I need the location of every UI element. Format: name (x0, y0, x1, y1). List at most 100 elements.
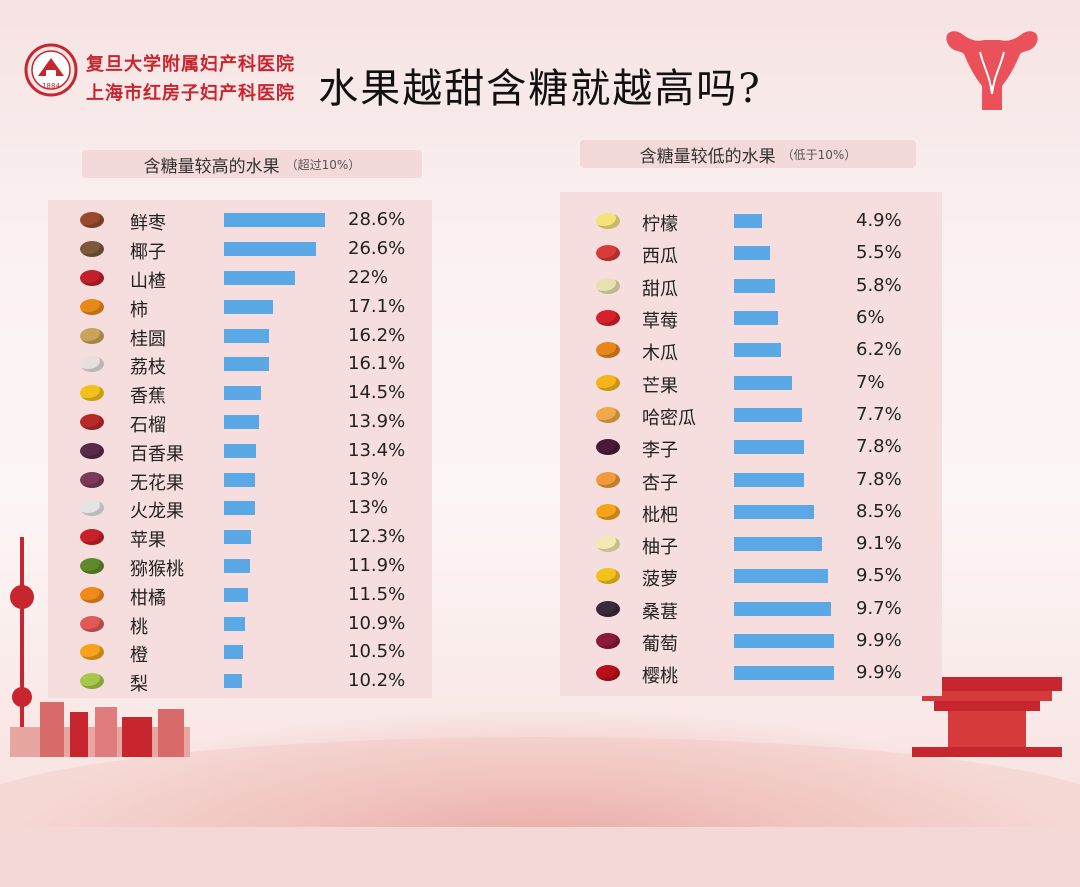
sugar-bar (734, 440, 804, 455)
fruit-name: 西瓜 (642, 246, 678, 268)
chart-row: 梨 10.2% (48, 667, 432, 696)
low-sugar-chart: 柠檬 4.9% 西瓜 5.5% 甜瓜 5.8% 草莓 6% 木瓜 6.2% 芒果 7% 哈密瓜 7.7% 李… (560, 205, 942, 689)
fruit-name: 桑葚 (642, 601, 678, 623)
longan-icon (80, 327, 104, 344)
sugar-value-label: 7.8% (856, 468, 902, 490)
sugar-bar (224, 645, 244, 660)
sugar-value-label: 13.4% (348, 439, 406, 461)
uterus-icon (946, 31, 1038, 111)
sugar-bar (734, 278, 775, 293)
coconut-icon (80, 241, 104, 258)
sugar-value-label: 13.9% (348, 410, 406, 432)
sugar-value-label: 9.9% (856, 630, 902, 651)
chart-row: 枇杷 8.5% (560, 496, 942, 528)
sugar-value-label: 9.5% (856, 565, 902, 587)
fruit-name: 火龙果 (130, 501, 184, 523)
fruit-name: 石榴 (130, 414, 166, 436)
sugar-bar (734, 343, 781, 358)
sugar-bar (224, 386, 262, 401)
chart-row: 苹果 12.3% (48, 523, 432, 552)
chart-row: 山楂 22% (48, 264, 432, 293)
dragon-fruit-icon (80, 500, 104, 517)
chart-row: 李子 7.8% (560, 431, 942, 463)
sugar-value-label: 11.5% (348, 583, 406, 605)
sugar-bar (224, 443, 257, 458)
fruit-name: 柑橘 (130, 587, 166, 609)
chart-row: 菠萝 9.5% (560, 560, 942, 592)
sugar-bar (734, 214, 762, 229)
chart-row: 柚子 9.1% (560, 528, 942, 560)
fruit-name: 甜瓜 (642, 278, 678, 300)
hami-melon-icon (596, 406, 620, 423)
fruit-name: 鲜枣 (130, 213, 166, 235)
sugar-value-label: 22% (348, 266, 389, 288)
fruit-name: 荔枝 (130, 357, 166, 379)
sugar-value-label: 9.9% (856, 662, 902, 684)
chart-row: 西瓜 5.5% (560, 237, 942, 269)
sugar-bar (224, 213, 325, 228)
chart-row: 香蕉 14.5% (48, 379, 432, 408)
chart-row: 火龙果 13% (48, 494, 432, 523)
fruit-name: 苹果 (130, 530, 166, 552)
chart-row: 桑葚 9.7% (560, 593, 942, 625)
chart-row: 荔枝 16.1% (48, 350, 432, 379)
sugar-value-label: 10.9% (348, 612, 406, 634)
sugar-value-label: 6% (856, 307, 885, 329)
hospital-name-line2: 上海市红房子妇产科医院 (86, 83, 295, 104)
sugar-value-label: 17.1% (348, 295, 406, 317)
peach-icon (80, 615, 104, 632)
sugar-value-label: 10.5% (348, 641, 406, 663)
fruit-name: 杏子 (642, 472, 678, 494)
fruit-name: 葡萄 (642, 634, 678, 655)
sugar-value-label: 5.8% (856, 274, 902, 296)
orange-icon (80, 644, 104, 661)
loquat-icon (596, 503, 620, 520)
fruit-name: 柠檬 (642, 214, 678, 236)
sugar-value-label: 4.9% (856, 210, 902, 232)
cherry-icon (596, 665, 620, 682)
fruit-name: 猕猴桃 (130, 558, 184, 580)
chart-row: 葡萄 9.9% (560, 625, 942, 657)
sugar-bar (734, 666, 834, 681)
plum-icon (596, 439, 620, 456)
fig-icon (80, 471, 104, 488)
fruit-name: 李子 (642, 440, 678, 462)
sugar-bar (224, 414, 259, 429)
chart-row: 柿 17.1% (48, 292, 432, 321)
apple-icon (80, 529, 104, 546)
sugar-bar (734, 601, 832, 616)
sugar-bar (224, 616, 246, 631)
fruit-name: 哈密瓜 (642, 407, 696, 429)
chart-row: 石榴 13.9% (48, 408, 432, 437)
watermelon-icon (596, 245, 620, 262)
sugar-bar (224, 587, 248, 602)
jujube-icon (80, 212, 104, 229)
chart-row: 柑橘 11.5% (48, 580, 432, 609)
sugar-value-label: 9.1% (856, 533, 902, 555)
high-sugar-note: （超过10%） (285, 157, 361, 172)
sugar-bar (224, 242, 316, 257)
tangerine-icon (80, 586, 104, 603)
lemon-icon (596, 213, 620, 230)
chart-row: 桃 10.9% (48, 609, 432, 638)
sugar-value-label: 10.2% (348, 670, 406, 692)
hospital-name: 复旦大学附属妇产科医院 上海市红房子妇产科医院 (86, 50, 295, 108)
strawberry-icon (596, 310, 620, 327)
hospital-name-line1: 复旦大学附属妇产科医院 (86, 54, 295, 75)
city-skyline-left (10, 537, 190, 757)
hawthorn-icon (80, 269, 104, 286)
china-pavilion (912, 677, 1062, 757)
sugar-bar (224, 299, 274, 314)
sugar-bar (224, 674, 242, 689)
papaya-icon (596, 342, 620, 359)
sugar-value-label: 7% (856, 371, 885, 393)
page-title: 水果越甜含糖就越高吗? (318, 66, 762, 112)
sugar-value-label: 5.5% (856, 242, 902, 264)
sugar-value-label: 7.7% (856, 403, 902, 425)
sugar-bar (734, 407, 803, 422)
sugar-value-label: 9.7% (856, 597, 902, 619)
high-sugar-chart: 鲜枣 28.6% 椰子 26.6% 山楂 22% 柿 17.1% 桂圆 16.2% 荔枝 16.1% 香… (48, 206, 432, 696)
chart-row: 杏子 7.8% (560, 463, 942, 495)
chart-row: 樱桃 9.9% (560, 657, 942, 689)
fruit-name: 香蕉 (130, 386, 166, 408)
